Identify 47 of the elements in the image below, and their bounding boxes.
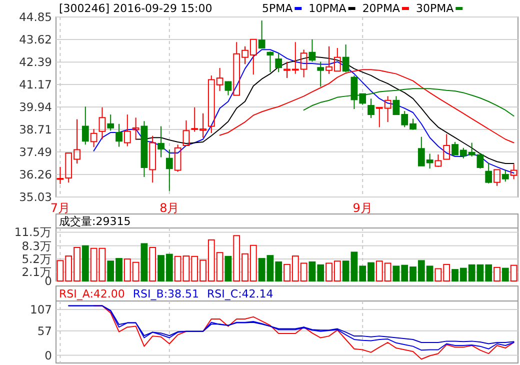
- bar: [90, 248, 98, 282]
- y-tick-label: 8.3万: [22, 238, 52, 253]
- text: RSI_B:38.51: [132, 288, 200, 300]
- series-label: RSI_A:42.00: [59, 288, 125, 300]
- bar: [82, 245, 89, 282]
- y-tick-label: 35.03: [19, 190, 52, 204]
- legend-label: 10PMA: [308, 2, 347, 15]
- bar: [258, 258, 266, 282]
- y-tick-label: 36.26: [19, 167, 52, 182]
- text: RSI_C:42.14: [207, 288, 274, 300]
- x-tick-label: 9月: [352, 201, 372, 215]
- y-tick-label: 107: [30, 302, 52, 317]
- legend-label: 20PMA: [362, 2, 400, 15]
- y-tick-label: 0: [44, 348, 52, 362]
- line-series: [219, 69, 514, 144]
- y-tick-label: 57: [37, 324, 52, 338]
- y-tick-label: 42.39: [19, 55, 52, 70]
- bar: [510, 264, 518, 282]
- y-tick-label: 41.17: [19, 77, 52, 92]
- legend-label: 30PMA: [416, 2, 454, 15]
- x-tick-label: 8月: [160, 201, 180, 215]
- bar: [224, 256, 232, 282]
- candlestick: [98, 106, 106, 140]
- y-tick-label: 5.2万: [22, 252, 52, 266]
- bar: [494, 266, 500, 282]
- bar: [98, 248, 106, 282]
- bar: [502, 268, 509, 282]
- y-tick-label: 0: [44, 274, 52, 288]
- y-tick-label: 44.85: [19, 10, 52, 24]
- y-tick-label: 38.71: [19, 122, 52, 137]
- legend-label: 5PMA: [262, 2, 294, 15]
- candlestick: [317, 61, 324, 88]
- y-tick-label: 43.62: [19, 32, 52, 47]
- bar: [174, 256, 182, 282]
- candlestick: [158, 126, 164, 158]
- y-tick-label: 39.94: [19, 100, 52, 114]
- chart-title: 成交量:29315: [59, 215, 131, 228]
- bar: [149, 247, 156, 282]
- chart-title: [300246] 2016-09-29 15:00: [59, 2, 212, 15]
- bar: [342, 260, 350, 282]
- candlestick: [116, 123, 122, 148]
- candlestick: [166, 149, 173, 192]
- x-tick-label: 7月: [50, 201, 70, 215]
- bar: [140, 243, 148, 282]
- y-tick-label: 11.5万: [14, 225, 52, 240]
- y-tick-label: 37.49: [19, 144, 52, 159]
- candlestick: [132, 117, 140, 140]
